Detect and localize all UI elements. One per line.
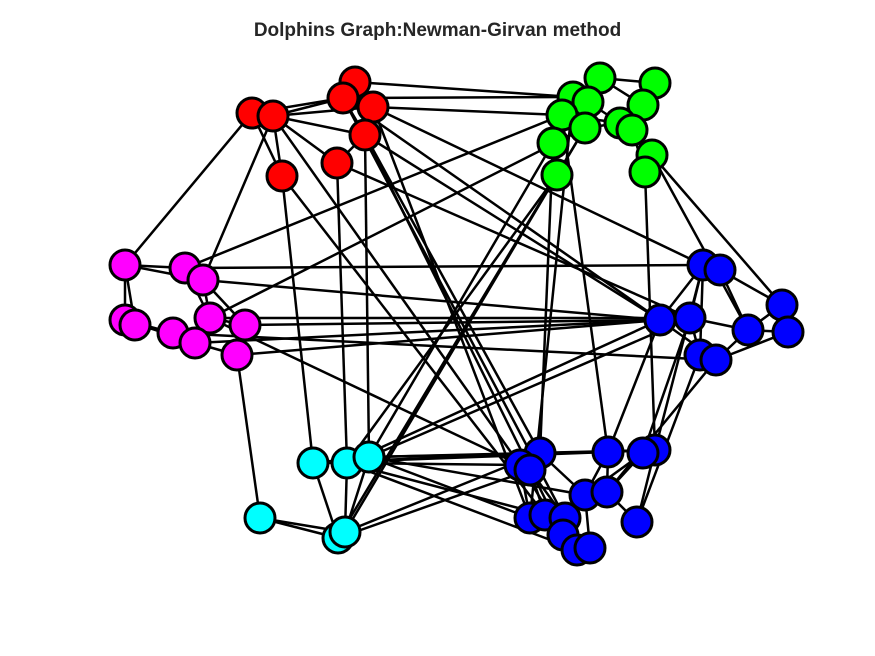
node-red-r4	[326, 81, 360, 115]
edge-m7-b4	[244, 318, 661, 327]
nodes-layer	[108, 61, 805, 567]
node-cyan-y1	[296, 446, 330, 480]
edge-r6-b4	[364, 133, 661, 322]
edge-b9-c8	[606, 359, 717, 493]
node-red-r8	[265, 159, 299, 193]
node-blue-b2	[703, 253, 737, 287]
edge-m8-b9	[172, 331, 717, 362]
edge-y3-c9	[368, 455, 531, 520]
node-red-r3	[256, 99, 290, 133]
edge-r4-b4	[342, 96, 661, 322]
node-blue-c3	[513, 453, 547, 487]
edge-b8-c15	[635, 354, 702, 523]
node-cyan-y6	[328, 515, 362, 549]
edge-y5-c3	[337, 468, 531, 540]
edge-g11-b6	[650, 154, 750, 331]
node-magenta-m10	[220, 338, 254, 372]
node-red-r6	[348, 118, 382, 152]
edge-m10-y4	[235, 354, 262, 519]
node-blue-c4	[591, 435, 625, 469]
node-magenta-m6	[193, 301, 227, 335]
edge-b5-y3	[368, 316, 691, 459]
edge-m6-c2	[209, 316, 521, 467]
node-blue-b5	[673, 301, 707, 335]
edge-m2-b1	[184, 263, 704, 270]
node-cyan-y3	[352, 440, 386, 474]
edge-g10-y3	[367, 142, 555, 458]
node-cyan-y4	[243, 501, 277, 535]
node-magenta-m9	[178, 326, 212, 360]
graph-title: Dolphins Graph:Newman-Girvan method	[253, 20, 622, 41]
edge-r7-b5	[336, 161, 691, 320]
edge-y3-c7	[368, 455, 586, 497]
node-blue-c15	[620, 505, 654, 539]
node-blue-b6	[731, 313, 765, 347]
edge-b4-c4	[606, 319, 662, 453]
edge-r1-g3	[354, 80, 574, 99]
node-green-g7	[568, 111, 602, 145]
edge-g6-m2	[184, 113, 563, 270]
edge-y2-c13	[346, 461, 578, 552]
edge-r3-m3	[201, 115, 275, 281]
node-blue-b4	[643, 303, 677, 337]
edge-g11-b3	[651, 154, 783, 306]
node-blue-b7	[771, 315, 805, 349]
node-magenta-m1	[108, 248, 142, 282]
edge-m10-b4	[236, 318, 661, 357]
edge-r5-g6	[372, 105, 563, 117]
node-magenta-m3	[186, 263, 220, 297]
node-blue-c14	[573, 531, 607, 565]
edge-r6-y3	[363, 134, 371, 458]
node-blue-c8	[590, 475, 624, 509]
edge-b5-c6	[641, 317, 692, 454]
edge-r8-y1	[280, 175, 315, 464]
node-red-r7	[320, 146, 354, 180]
node-green-g13	[540, 158, 574, 192]
edge-y2-c10	[346, 461, 546, 517]
edge-r2-m1	[124, 112, 253, 266]
edges-layer	[123, 76, 790, 552]
node-magenta-m7	[228, 308, 262, 342]
node-green-g9	[615, 113, 649, 147]
node-green-g12	[628, 155, 662, 189]
node-blue-b3	[765, 288, 799, 322]
node-green-g10	[536, 126, 570, 160]
edge-m9-b4	[194, 318, 661, 345]
node-blue-c6	[626, 436, 660, 470]
node-blue-b9	[699, 343, 733, 377]
node-magenta-m5	[118, 308, 152, 342]
edge-r3-c2	[271, 115, 522, 466]
edge-m3-b4	[202, 278, 661, 322]
node-red-r5	[356, 90, 390, 124]
edge-b4-y2	[346, 318, 661, 465]
edge-b1-c5	[653, 264, 705, 451]
edge-r7-y2	[335, 162, 349, 464]
